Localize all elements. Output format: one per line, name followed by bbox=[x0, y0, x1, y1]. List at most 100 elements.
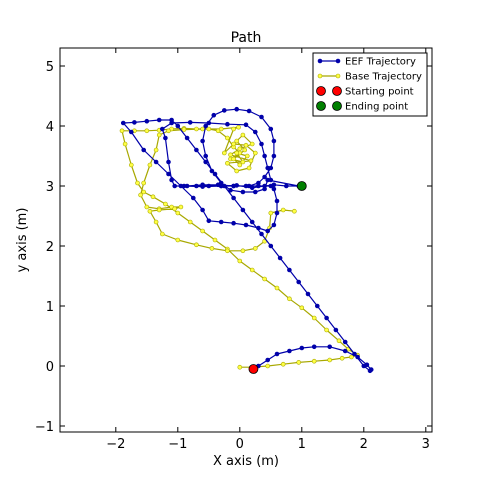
base-trajectory-point bbox=[178, 204, 184, 210]
y-tick-label: 0 bbox=[46, 360, 54, 375]
base-trajectory-point bbox=[234, 168, 239, 174]
legend-starting-point-marker bbox=[332, 86, 342, 96]
base-trajectory-point bbox=[292, 208, 297, 214]
eef-trajectory-point bbox=[268, 177, 274, 183]
base-trajectory-point bbox=[240, 248, 246, 254]
eef-trajectory-point bbox=[156, 117, 162, 123]
legend-starting-point-label: Starting point bbox=[345, 87, 414, 98]
base-trajectory-point bbox=[141, 180, 146, 186]
eef-trajectory-point bbox=[175, 123, 181, 129]
y-tick-label: 3 bbox=[46, 180, 54, 195]
eef-trajectory-point bbox=[211, 112, 217, 118]
eef-trajectory-point bbox=[187, 120, 193, 125]
eef-trajectory-point bbox=[324, 315, 329, 321]
eef-trajectory-point bbox=[206, 218, 212, 224]
base-trajectory-point bbox=[119, 128, 125, 134]
base-trajectory-point bbox=[339, 355, 345, 361]
base-trajectory-point bbox=[218, 126, 224, 132]
eef-trajectory-point bbox=[132, 120, 137, 125]
eef-trajectory-point bbox=[203, 123, 208, 129]
eef-trajectory-point bbox=[169, 177, 174, 183]
eef-trajectory-point bbox=[296, 279, 302, 285]
legend-box bbox=[312, 52, 428, 117]
eef-trajectory-point bbox=[163, 135, 168, 141]
eef-trajectory-point bbox=[240, 207, 246, 213]
base-trajectory-point bbox=[181, 127, 187, 132]
eef-trajectory-point bbox=[231, 195, 236, 201]
base-trajectory-point bbox=[175, 237, 181, 243]
base-trajectory-point bbox=[311, 315, 317, 321]
eef-trajectory-series bbox=[120, 106, 374, 374]
base-trajectory-point bbox=[240, 132, 246, 138]
y-tick-label: 4 bbox=[46, 120, 54, 135]
base-trajectory-point bbox=[150, 194, 156, 200]
series-layer bbox=[119, 106, 374, 374]
eef-trajectory-point bbox=[256, 180, 261, 186]
eef-trajectory-point bbox=[218, 219, 224, 225]
eef-trajectory-point bbox=[231, 183, 236, 189]
eef-trajectory-point bbox=[342, 339, 348, 345]
eef-trajectory-point bbox=[327, 344, 333, 350]
base-trajectory-point bbox=[248, 158, 254, 164]
eef-trajectory-point bbox=[271, 182, 277, 188]
eef-trajectory-point bbox=[367, 368, 373, 374]
base-trajectory-point bbox=[327, 357, 333, 363]
base-trajectory-point bbox=[287, 296, 292, 302]
legend-eef-trajectory-marker bbox=[335, 58, 341, 64]
eef-trajectory-point bbox=[206, 183, 212, 189]
ending-point-marker bbox=[296, 181, 307, 191]
base-trajectory-point bbox=[163, 201, 168, 207]
base-trajectory-point bbox=[237, 364, 243, 370]
legend-base-trajectory-marker bbox=[335, 73, 341, 79]
base-trajectory-point bbox=[153, 219, 159, 225]
y-tick-label: −1 bbox=[35, 420, 54, 435]
eef-trajectory-point bbox=[274, 198, 280, 204]
eef-trajectory-point bbox=[160, 126, 165, 132]
base-trajectory-point bbox=[147, 208, 153, 214]
base-trajectory-point bbox=[153, 147, 159, 153]
eef-trajectory-point bbox=[166, 159, 171, 165]
eef-trajectory-point bbox=[231, 220, 236, 226]
legend-ending-point-marker bbox=[316, 101, 326, 111]
eef-trajectory-point bbox=[200, 182, 205, 188]
base-trajectory-point bbox=[311, 358, 317, 364]
base-trajectory-point bbox=[280, 207, 286, 213]
eef-trajectory-point bbox=[209, 168, 215, 174]
base-trajectory-point bbox=[249, 267, 255, 273]
eef-trajectory-point bbox=[228, 187, 233, 193]
base-trajectory-point bbox=[122, 141, 128, 147]
legend: EEF Trajectory Base Trajectory Starting po… bbox=[312, 52, 428, 117]
y-axis-label: y axis (m) bbox=[15, 208, 30, 273]
base-trajectory-point bbox=[141, 189, 146, 195]
base-trajectory-point bbox=[144, 128, 150, 134]
starting-point-marker bbox=[248, 364, 259, 374]
base-trajectory-point bbox=[166, 128, 171, 134]
eef-trajectory-point bbox=[144, 118, 150, 124]
legend-ending-point-label: Ending point bbox=[345, 102, 408, 113]
base-trajectory-point bbox=[240, 159, 246, 165]
base-trajectory-point bbox=[144, 204, 150, 210]
eef-trajectory-point bbox=[200, 207, 205, 213]
chart-title: Path bbox=[231, 30, 262, 46]
eef-trajectory-point bbox=[268, 126, 274, 132]
x-axis: −2 −1 0 1 2 3 bbox=[106, 48, 430, 452]
eef-trajectory-point bbox=[194, 183, 199, 189]
eef-trajectory-point bbox=[259, 114, 264, 120]
base-trajectory-series bbox=[119, 124, 360, 370]
base-trajectory-point bbox=[156, 132, 162, 138]
base-trajectory-point bbox=[194, 242, 199, 248]
eef-trajectory-point bbox=[311, 344, 317, 350]
base-trajectory-point bbox=[200, 228, 205, 234]
eef-trajectory-point bbox=[265, 228, 271, 234]
base-trajectory-point bbox=[299, 305, 305, 311]
base-trajectory-point bbox=[237, 258, 243, 264]
base-trajectory-point bbox=[324, 327, 329, 333]
eef-trajectory-point bbox=[222, 108, 227, 113]
legend-starting-point-marker bbox=[316, 86, 326, 96]
base-trajectory-point bbox=[246, 165, 252, 171]
eef-trajectory-point bbox=[287, 348, 292, 354]
eef-trajectory-point bbox=[141, 147, 146, 153]
base-trajectory-point bbox=[349, 354, 354, 360]
eef-trajectory-point bbox=[283, 183, 289, 189]
x-tick-label: −1 bbox=[168, 437, 187, 452]
